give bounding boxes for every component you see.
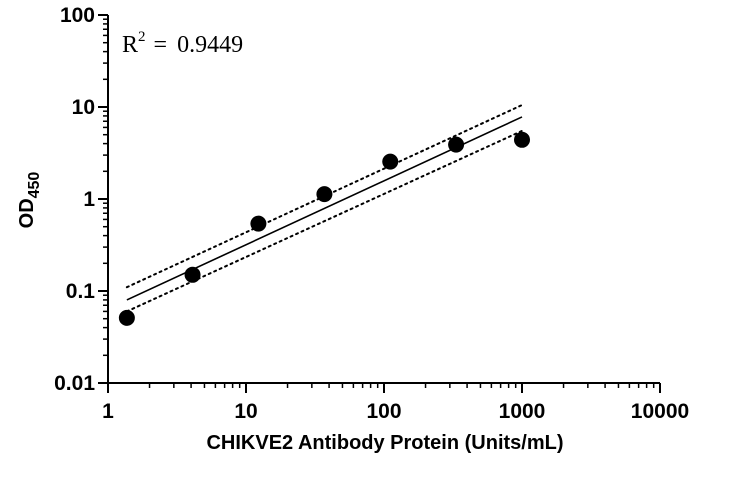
data-point	[118, 309, 135, 326]
y-axis-label-subscript: 450	[26, 172, 43, 199]
x-tick-label: 1	[102, 400, 114, 423]
x-ticks: 1 10 100 1000 10000	[102, 383, 689, 423]
data-point	[514, 131, 530, 148]
y-tick-label: 10	[72, 96, 95, 119]
data-point	[184, 266, 201, 283]
y-tick-label: 1	[83, 188, 95, 211]
x-tick-label: 100	[366, 400, 401, 423]
r-squared-annotation: R2 = 0.9449	[122, 29, 243, 58]
data-point	[316, 186, 333, 203]
y-axis-label: OD450	[16, 172, 43, 229]
data-point	[250, 215, 267, 232]
y-tick-label: 0.1	[66, 280, 96, 303]
y-ticks: 0.01 0.1 1 10 100	[54, 4, 108, 395]
x-tick-label: 1000	[499, 400, 546, 423]
data-points	[118, 131, 530, 326]
x-tick-label: 10000	[631, 400, 689, 423]
y-tick-label: 100	[60, 4, 95, 27]
data-point	[448, 136, 465, 153]
axes	[107, 15, 660, 384]
r-squared-label: R	[122, 32, 138, 58]
y-axis-label-main: OD	[16, 198, 38, 228]
r-squared-value: 0.9449	[177, 32, 243, 58]
confidence-lower-line	[125, 129, 523, 313]
x-axis-label: CHIKVE2 Antibody Protein (Units/mL)	[206, 432, 563, 454]
x-tick-label: 10	[234, 400, 257, 423]
r-squared-superscript: 2	[138, 29, 146, 45]
data-point	[382, 153, 399, 170]
y-tick-label: 0.01	[54, 372, 95, 395]
r-squared-equals: =	[154, 32, 168, 58]
